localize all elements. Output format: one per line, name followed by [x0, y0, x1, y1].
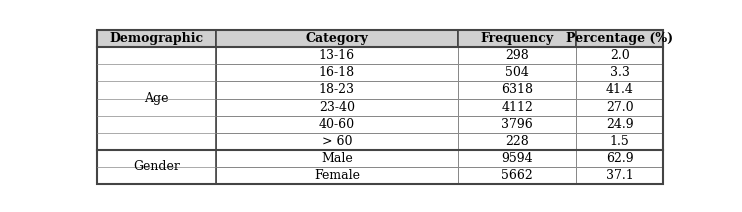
Text: 2.0: 2.0 [610, 49, 629, 62]
Text: 18-23: 18-23 [319, 84, 355, 96]
Text: 228: 228 [505, 135, 529, 148]
Text: 62.9: 62.9 [606, 152, 634, 165]
Text: 4112: 4112 [501, 100, 533, 114]
Text: > 60: > 60 [321, 135, 352, 148]
Text: 40-60: 40-60 [319, 118, 355, 131]
Text: 24.9: 24.9 [606, 118, 634, 131]
Text: Age: Age [144, 92, 168, 105]
Text: 16-18: 16-18 [319, 66, 355, 79]
Text: 3.3: 3.3 [610, 66, 630, 79]
Text: 298: 298 [505, 49, 529, 62]
Text: 23-40: 23-40 [319, 100, 355, 114]
Text: 3796: 3796 [502, 118, 533, 131]
Text: 27.0: 27.0 [606, 100, 634, 114]
Text: 13-16: 13-16 [319, 49, 355, 62]
Text: 9594: 9594 [502, 152, 533, 165]
Text: Male: Male [321, 152, 352, 165]
Text: 41.4: 41.4 [605, 84, 634, 96]
Text: Percentage (%): Percentage (%) [566, 32, 673, 45]
Text: Female: Female [314, 169, 360, 182]
Text: 1.5: 1.5 [610, 135, 629, 148]
Text: 37.1: 37.1 [605, 169, 634, 182]
Text: Category: Category [306, 32, 368, 45]
Text: Demographic: Demographic [109, 32, 203, 45]
Text: 6318: 6318 [501, 84, 533, 96]
Text: 504: 504 [505, 66, 529, 79]
Text: Gender: Gender [133, 160, 180, 173]
Text: 5662: 5662 [502, 169, 533, 182]
Text: Frequency: Frequency [481, 32, 554, 45]
